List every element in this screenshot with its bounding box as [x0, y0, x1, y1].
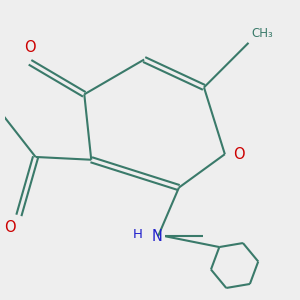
Text: O: O [24, 40, 36, 55]
Text: H: H [133, 228, 143, 241]
Text: O: O [4, 220, 16, 235]
Text: N: N [151, 229, 162, 244]
Text: O: O [233, 147, 245, 162]
Text: CH₃: CH₃ [251, 27, 273, 40]
